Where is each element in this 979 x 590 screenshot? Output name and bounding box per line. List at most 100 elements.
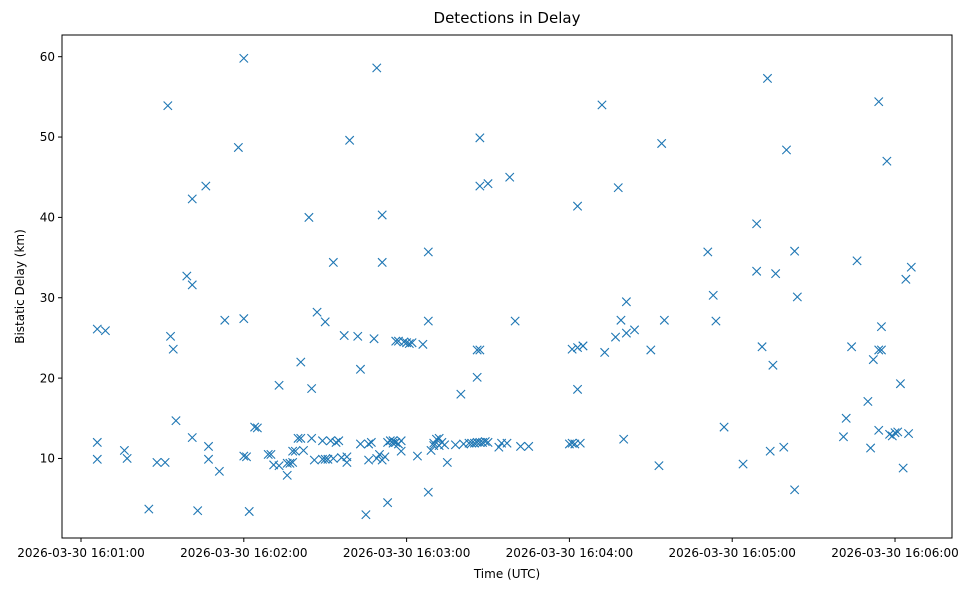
data-point	[866, 443, 876, 453]
data-point	[480, 436, 490, 447]
data-point	[708, 290, 718, 300]
y-tick-label: 50	[40, 130, 55, 144]
data-point	[572, 384, 583, 394]
data-point	[629, 325, 640, 335]
data-point	[144, 504, 154, 514]
data-point	[203, 454, 214, 464]
data-point	[355, 439, 366, 449]
data-point	[567, 344, 577, 354]
data-point	[119, 445, 129, 456]
data-point	[361, 510, 371, 520]
data-point	[790, 485, 800, 495]
y-tick-label: 20	[40, 371, 55, 385]
data-point	[266, 449, 276, 460]
x-tick-label: 2026-03-30 16:01:00	[17, 546, 144, 560]
data-point	[201, 181, 211, 191]
data-point	[494, 442, 504, 452]
data-point	[578, 341, 588, 351]
x-tick-label: 2026-03-30 16:03:00	[343, 546, 470, 560]
data-point	[290, 446, 300, 456]
data-point	[309, 455, 319, 465]
data-point	[738, 459, 748, 469]
data-point	[92, 437, 102, 447]
data-point	[298, 445, 309, 456]
data-point	[296, 433, 306, 443]
x-tick-label: 2026-03-30 16:05:00	[668, 546, 795, 560]
data-point	[893, 427, 903, 437]
data-point	[600, 347, 610, 357]
data-point	[423, 487, 433, 497]
data-point	[339, 330, 349, 341]
data-point	[757, 342, 767, 352]
data-point	[163, 101, 173, 111]
data-point	[619, 434, 629, 444]
data-point	[374, 449, 385, 460]
data-point	[719, 422, 729, 432]
data-point	[646, 345, 656, 355]
data-point	[100, 326, 111, 336]
data-point	[168, 344, 178, 354]
data-point	[475, 181, 485, 191]
data-point	[282, 470, 292, 480]
plot-area	[92, 53, 916, 520]
data-point	[369, 334, 379, 344]
data-point	[572, 342, 583, 353]
data-point	[171, 416, 181, 426]
y-tick-label: 30	[40, 291, 55, 305]
data-point	[654, 461, 664, 471]
data-point	[483, 179, 493, 189]
data-point	[621, 297, 631, 307]
y-tick-label: 40	[40, 211, 55, 225]
data-point	[320, 317, 330, 327]
data-point	[165, 331, 176, 341]
data-point	[307, 433, 317, 443]
data-point	[355, 364, 366, 374]
data-point	[906, 262, 916, 272]
x-axis-ticks: 2026-03-30 16:01:00 2026-03-30 16:02:00 20…	[17, 538, 959, 560]
data-point	[885, 429, 895, 439]
data-point	[326, 436, 336, 446]
data-point	[792, 292, 802, 302]
data-point	[575, 438, 585, 448]
data-point	[434, 433, 444, 443]
data-point	[659, 315, 669, 325]
data-point	[876, 322, 887, 332]
data-point	[334, 436, 344, 446]
data-point	[442, 457, 452, 468]
data-point	[345, 135, 355, 145]
data-point	[364, 455, 374, 465]
data-point	[483, 437, 493, 447]
data-point	[92, 454, 102, 464]
data-point	[391, 336, 401, 346]
data-point	[342, 457, 352, 468]
data-point	[572, 201, 583, 211]
data-point	[187, 194, 197, 204]
data-point	[567, 438, 577, 448]
data-point	[285, 458, 295, 468]
data-point	[874, 345, 884, 355]
data-point	[187, 432, 197, 443]
data-point	[431, 434, 442, 444]
data-point	[711, 316, 721, 326]
data-point	[657, 138, 667, 149]
data-point	[868, 355, 878, 365]
data-point	[328, 453, 338, 464]
data-point	[524, 441, 534, 451]
data-point	[380, 452, 390, 462]
data-point	[876, 345, 887, 355]
y-tick-label: 60	[40, 50, 55, 64]
data-point	[396, 436, 406, 446]
data-point	[597, 100, 607, 110]
data-point	[423, 316, 433, 326]
data-point	[364, 439, 374, 449]
data-point	[388, 436, 398, 446]
axes-frame	[61, 34, 953, 539]
data-point	[288, 446, 298, 456]
data-point	[396, 446, 406, 456]
data-point	[274, 380, 284, 390]
y-axis-label: Bistatic Delay (km)	[13, 229, 27, 344]
data-point	[472, 345, 482, 355]
data-point	[510, 316, 520, 326]
data-point	[307, 383, 317, 394]
